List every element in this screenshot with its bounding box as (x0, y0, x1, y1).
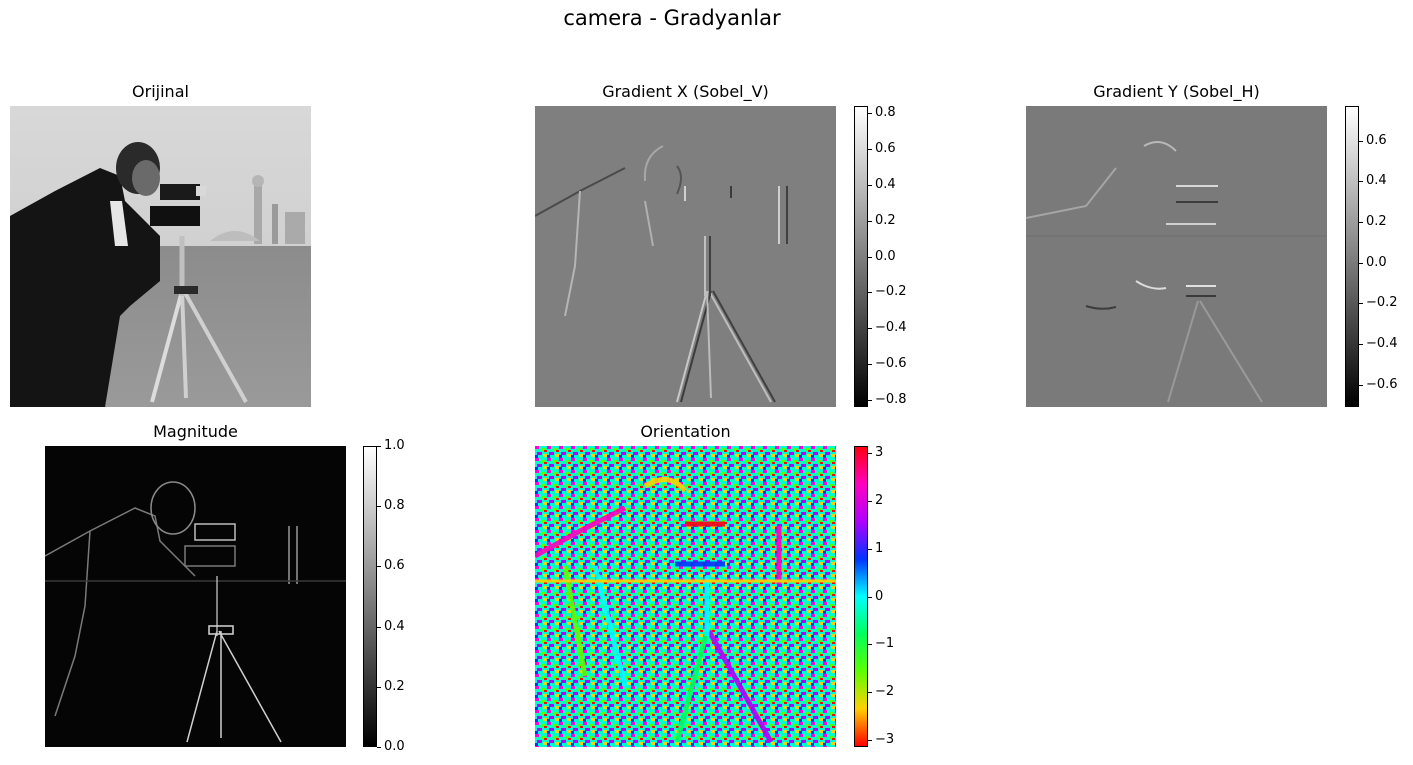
colorbar-tick-label: −0.6 (875, 356, 907, 371)
colorbar-tick-mark (377, 566, 381, 568)
colorbar-tick-mark (1359, 384, 1363, 386)
colorbar-tick-mark (1359, 344, 1363, 345)
panel-title-original: Orijinal (132, 82, 189, 101)
colorbar-tick-mark (868, 328, 872, 330)
colorbar-tick-mark (868, 452, 872, 454)
colorbar-tick-mark (868, 292, 872, 294)
colorbar-tick-label: 0.6 (875, 141, 896, 156)
colorbar-tick-label: −0.8 (875, 391, 907, 407)
orientation-image (535, 446, 836, 747)
colorbar-tick-label: −1 (875, 636, 895, 652)
colorbar-tick-label: −0.2 (1366, 295, 1398, 311)
colorbar-tick-mark (1359, 181, 1363, 183)
colorbar-tick-mark (868, 740, 872, 742)
colorbar-tick-label: 3 (875, 444, 884, 460)
gradient-x-image (535, 106, 836, 407)
colorbar-tick-label: 0.0 (384, 739, 405, 754)
colorbar-tick-mark (868, 220, 872, 222)
colorbar-tick-mark (1359, 303, 1363, 305)
colorbar-gradient-x (854, 106, 868, 407)
colorbar-tick-mark (868, 692, 872, 694)
colorbar-tick-label: −2 (875, 684, 895, 700)
colorbar-tick-label: −3 (875, 732, 895, 748)
colorbar-tick-label: 0.4 (1366, 173, 1387, 189)
figure-title: camera - Gradyanlar (563, 6, 781, 30)
panel-title-magnitude: Magnitude (153, 422, 238, 441)
colorbar-tick-label: 0.6 (1366, 132, 1387, 148)
colorbar-tick-label: 1.0 (384, 438, 405, 453)
gradient-y-image (1026, 106, 1327, 407)
colorbar-tick-mark (377, 747, 381, 748)
colorbar-tick-mark (868, 644, 872, 646)
colorbar-tick-label: 0.4 (875, 176, 896, 192)
original-image (10, 106, 311, 407)
colorbar-gradient-y (1345, 106, 1359, 407)
colorbar-tick-mark (868, 149, 872, 150)
colorbar-tick-label: −0.4 (875, 320, 907, 336)
colorbar-tick-mark (377, 506, 381, 508)
colorbar-magnitude (363, 446, 377, 747)
colorbar-orientation (854, 446, 868, 747)
colorbar-tick-label: 2 (875, 492, 884, 508)
colorbar-tick-mark (377, 626, 381, 628)
colorbar-tick-label: 1 (875, 540, 884, 556)
colorbar-tick-label: 0.4 (384, 618, 405, 634)
colorbar-tick-label: −0.4 (1366, 336, 1398, 351)
colorbar-tick-label: −0.6 (1366, 376, 1398, 392)
colorbar-tick-mark (868, 399, 872, 401)
colorbar-tick-mark (377, 446, 381, 447)
colorbar-tick-label: 0.0 (875, 248, 896, 264)
colorbar-ticks-gradient-y: 0.6 0.4 0.2 0.0 −0.2 −0.4 −0.6 (1359, 106, 1409, 407)
colorbar-ticks-magnitude: 1.0 0.8 0.6 0.4 0.2 0.0 (377, 438, 427, 754)
magnitude-image (45, 446, 346, 747)
colorbar-tick-mark (868, 256, 872, 258)
colorbar-tick-label: 0.6 (384, 558, 405, 574)
colorbar-tick-label: 0.8 (875, 105, 896, 121)
colorbar-tick-label: 0 (875, 588, 884, 604)
panel-title-gradient-x: Gradient X (Sobel_V) (602, 82, 769, 101)
colorbar-tick-mark (1359, 221, 1363, 223)
colorbar-tick-label: 0.2 (1366, 213, 1387, 229)
colorbar-tick-label: −0.2 (875, 284, 907, 300)
colorbar-tick-mark (868, 500, 872, 502)
colorbar-tick-mark (868, 113, 872, 115)
colorbar-tick-mark (1359, 262, 1363, 264)
panel-title-gradient-y: Gradient Y (Sobel_H) (1093, 82, 1260, 101)
colorbar-tick-mark (868, 364, 872, 365)
colorbar-tick-label: 0.2 (875, 212, 896, 228)
colorbar-tick-label: 0.2 (384, 678, 405, 694)
panel-title-orientation: Orientation (640, 422, 731, 441)
colorbar-ticks-gradient-x: 0.8 0.6 0.4 0.2 0.0 −0.2 −0.4 −0.6 −0.8 (868, 105, 928, 407)
colorbar-tick-label: 0.8 (384, 498, 405, 514)
colorbar-tick-mark (868, 184, 872, 186)
colorbar-tick-mark (868, 548, 872, 550)
colorbar-ticks-orientation: 3 2 1 0 −1 −2 −3 (868, 444, 908, 748)
colorbar-tick-mark (868, 596, 872, 598)
colorbar-tick-label: 0.0 (1366, 254, 1387, 270)
colorbar-tick-mark (377, 686, 381, 688)
colorbar-tick-mark (1359, 140, 1363, 142)
